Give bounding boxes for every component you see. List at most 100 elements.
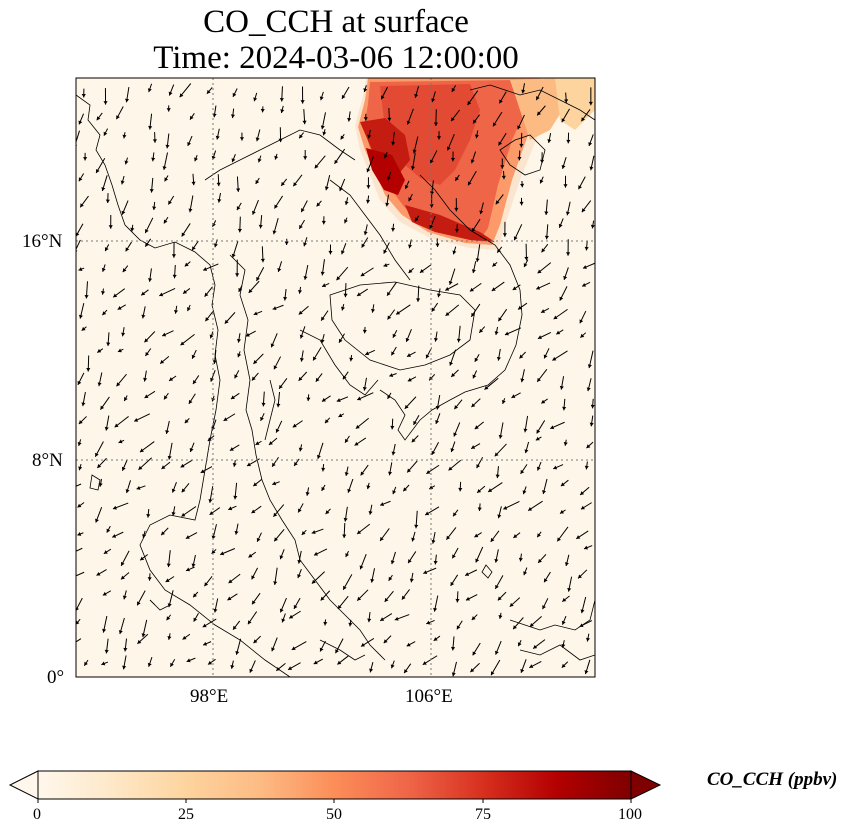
wind-arrow-head: [422, 661, 427, 665]
colorbar-tick-label: 0: [33, 806, 41, 823]
wind-arrow-head: [411, 537, 416, 542]
wind-arrow-head: [188, 399, 193, 404]
wind-arrow-head: [512, 286, 517, 290]
wind-arrow-head: [278, 138, 283, 143]
wind-arrow-head: [206, 89, 211, 94]
wind-arrow-head: [77, 441, 82, 446]
wind-arrow-head: [366, 185, 371, 189]
wind-arrow-head: [98, 482, 103, 487]
wind-arrow-head: [116, 115, 120, 120]
wind-arrow-head: [520, 668, 525, 673]
wind-arrow-head: [274, 155, 279, 160]
wind-arrow-head: [452, 554, 456, 559]
wind-arrow-head: [145, 242, 149, 247]
wind-arrow-head: [281, 618, 286, 623]
gridlines: [76, 78, 595, 677]
wind-arrow-head: [383, 639, 388, 644]
wind-arrow-head: [253, 97, 258, 102]
wind-arrow-head: [72, 641, 76, 645]
wind-arrow-head: [394, 616, 399, 621]
wind-arrow-head: [513, 236, 518, 241]
wind-arrow-head: [451, 672, 456, 677]
wind-arrow-head: [431, 98, 436, 103]
wind-arrow-head: [297, 559, 302, 564]
wind-arrow-head: [471, 269, 476, 274]
wind-arrow-head: [193, 617, 198, 622]
wind-arrow-head: [380, 536, 384, 541]
wind-arrow-head: [275, 428, 280, 433]
wind-arrow-head: [203, 267, 208, 271]
wind-arrow-head: [456, 625, 461, 630]
wind-arrow-head: [474, 533, 479, 538]
wind-arrow-head: [173, 309, 179, 314]
wind-arrow-head: [235, 650, 240, 655]
wind-arrow-head: [543, 354, 548, 359]
wind-arrow-head: [436, 293, 442, 298]
wind-arrow-head: [211, 549, 216, 554]
wind-arrow-head: [588, 142, 593, 147]
wind-arrow-head: [539, 159, 545, 164]
wind-arrow-head: [233, 625, 237, 630]
wind-arrow-head: [147, 577, 152, 581]
wind-arrow-head: [209, 334, 214, 339]
wind-arrow-head: [494, 650, 499, 655]
wind-arrow-head: [494, 331, 499, 335]
wind-arrow-head: [140, 556, 145, 561]
wind-arrow-head: [165, 578, 170, 582]
wind-arrow-head: [319, 647, 324, 652]
wind-arrow-head: [411, 438, 416, 443]
wind-arrow-head: [215, 135, 220, 140]
wind-arrow-head: [71, 550, 75, 554]
wind-arrow-head: [404, 404, 409, 409]
wind-arrow-head: [471, 227, 476, 232]
wind-arrow-head: [429, 191, 435, 196]
wind-arrow-head: [238, 287, 243, 292]
wind-arrow-head: [104, 247, 109, 252]
wind-arrow-head: [547, 139, 552, 143]
wind-arrow-head: [344, 472, 349, 476]
wind-arrow-head: [360, 642, 365, 647]
colorbar: [8, 770, 662, 803]
wind-vectors: [68, 83, 595, 677]
wind-arrow-head: [212, 360, 217, 364]
wind-arrow-head: [563, 442, 568, 446]
wind-arrow-head: [247, 620, 252, 625]
wind-arrow-head: [83, 157, 88, 161]
wind-arrow-head: [580, 505, 585, 510]
wind-arrow-head: [588, 101, 593, 106]
wind-arrow-head: [118, 630, 123, 635]
wind-arrow-head: [475, 258, 480, 262]
wind-arrow-head: [496, 356, 501, 361]
wind-arrow-head: [414, 93, 419, 98]
wind-arrow-head: [533, 644, 538, 649]
wind-arrow-head: [380, 95, 385, 100]
wind-arrow-head: [210, 377, 214, 382]
wind-arrow-head: [101, 661, 106, 666]
wind-arrow-head: [445, 286, 450, 291]
wind-arrow-head: [124, 397, 128, 401]
wind-arrow-head: [234, 374, 239, 379]
wind-arrow-head: [314, 551, 318, 556]
wind-arrow-head: [479, 210, 484, 215]
wind-arrow-head: [297, 574, 302, 579]
wind-arrow-head: [147, 88, 152, 93]
wind-arrow-head: [370, 308, 376, 313]
wind-arrow-head: [380, 502, 385, 506]
wind-arrow-head: [181, 488, 186, 493]
wind-arrow-head: [101, 267, 106, 272]
wind-arrow-head: [280, 109, 285, 113]
wind-arrow-head: [354, 441, 359, 446]
wind-arrow-head: [149, 189, 154, 193]
wind-arrow-head: [380, 617, 385, 621]
wind-arrow-head: [207, 437, 212, 442]
wind-arrow-head: [68, 576, 72, 580]
wind-arrow-head: [365, 351, 370, 356]
wind-arrow-head: [561, 118, 566, 123]
wind-arrow-head: [80, 203, 84, 208]
wind-arrow-head: [248, 288, 253, 293]
wind-arrow-head: [297, 289, 303, 294]
wind-arrow-head: [429, 485, 434, 490]
wind-arrow-head: [303, 276, 308, 280]
colorbar-tick-label: 75: [475, 806, 491, 823]
wind-arrow-head: [537, 377, 541, 382]
